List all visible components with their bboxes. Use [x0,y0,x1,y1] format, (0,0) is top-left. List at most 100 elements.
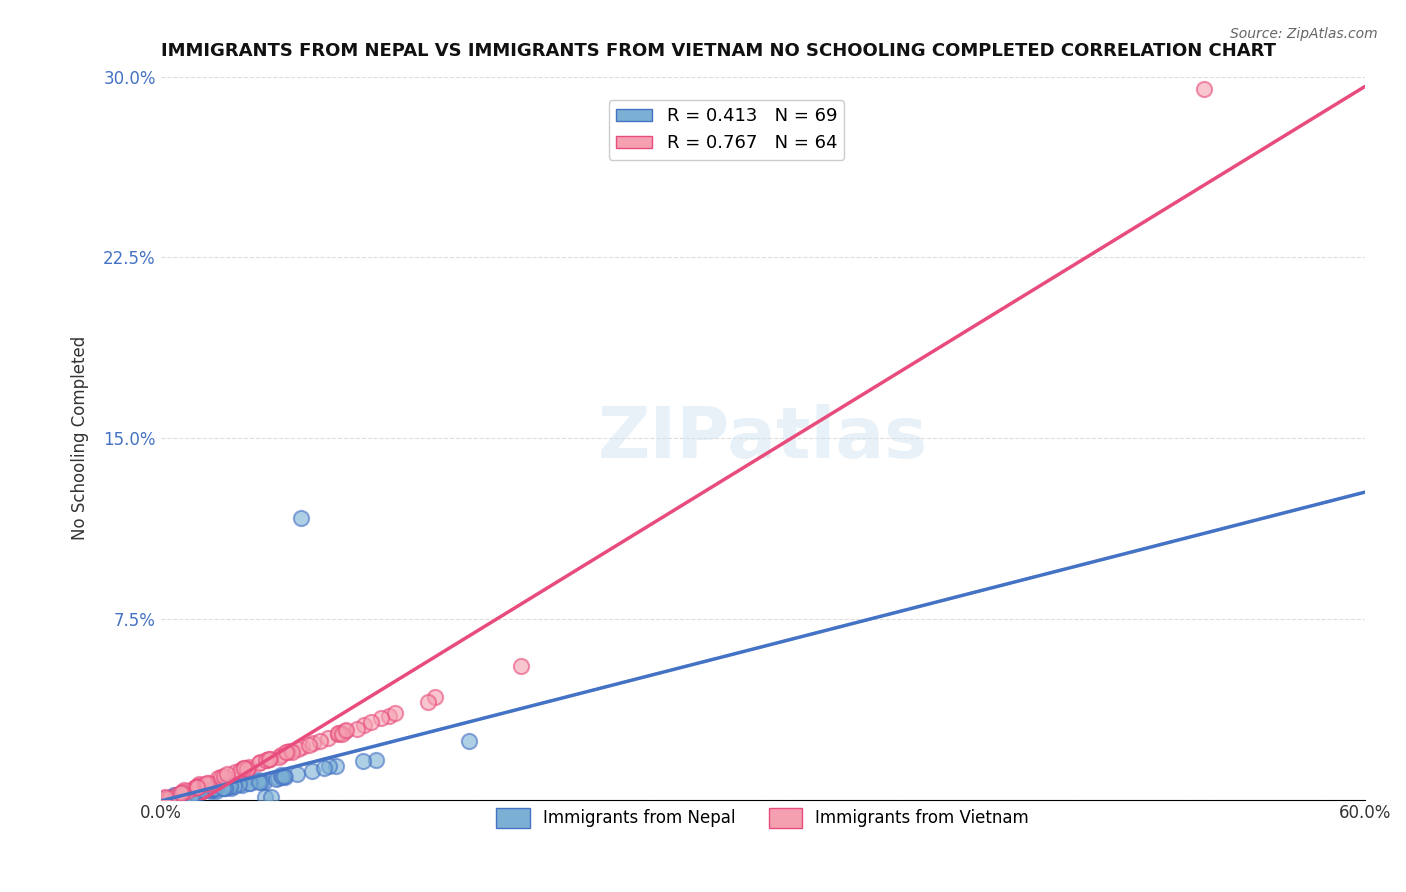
Immigrants from Vietnam [157,790,180,805]
Immigrants from Nepal [176,787,198,801]
Immigrants from Vietnam [184,780,207,794]
Immigrants from Vietnam [309,733,332,747]
Immigrants from Vietnam [232,761,254,775]
Immigrants from Nepal [184,786,207,800]
Immigrants from Vietnam [212,769,235,783]
Immigrants from Vietnam [328,726,350,740]
Immigrants from Vietnam [287,742,309,756]
Immigrants from Vietnam [259,752,281,766]
Immigrants from Vietnam [276,745,298,759]
Immigrants from Nepal [157,792,180,806]
Immigrants from Nepal [212,781,235,796]
Immigrants from Nepal [167,789,190,803]
Immigrants from Nepal [267,771,290,785]
Immigrants from Nepal [152,792,174,806]
Immigrants from Nepal [238,776,260,790]
Immigrants from Vietnam [233,761,256,775]
Immigrants from Vietnam [316,731,339,746]
Immigrants from Vietnam [224,765,246,780]
Immigrants from Nepal [270,768,292,782]
Immigrants from Nepal [200,784,222,798]
Immigrants from Vietnam [256,753,278,767]
Immigrants from Nepal [160,791,183,805]
Immigrants from Nepal [183,784,205,798]
Immigrants from Vietnam [291,740,314,755]
Immigrants from Vietnam [384,706,406,721]
Immigrants from Nepal [301,764,323,778]
Immigrants from Vietnam [170,784,193,798]
Legend: Immigrants from Nepal, Immigrants from Vietnam: Immigrants from Nepal, Immigrants from V… [489,801,1036,835]
Immigrants from Nepal [170,788,193,802]
Immigrants from Vietnam [247,756,270,770]
Immigrants from Nepal [200,781,222,796]
Immigrants from Nepal [224,779,246,793]
Immigrants from Nepal [260,790,283,805]
Immigrants from Nepal [183,786,205,800]
Immigrants from Vietnam [257,752,280,766]
Immigrants from Vietnam [1194,81,1216,95]
Immigrants from Nepal [273,770,295,784]
Immigrants from Vietnam [370,711,392,725]
Immigrants from Vietnam [509,659,531,673]
Immigrants from Nepal [152,792,174,806]
Immigrants from Nepal [250,775,273,789]
Immigrants from Vietnam [353,718,375,732]
Immigrants from Nepal [165,788,187,802]
Immigrants from Vietnam [360,715,382,730]
Immigrants from Nepal [264,772,287,787]
Immigrants from Vietnam [173,783,195,797]
Immigrants from Vietnam [228,764,250,778]
Immigrants from Vietnam [186,780,208,794]
Immigrants from Vietnam [425,690,447,705]
Immigrants from Nepal [160,790,183,805]
Immigrants from Vietnam [302,736,325,750]
Immigrants from Vietnam [378,709,401,723]
Immigrants from Vietnam [176,783,198,797]
Immigrants from Nepal [152,792,174,806]
Immigrants from Vietnam [236,762,259,776]
Immigrants from Nepal [198,783,221,797]
Immigrants from Nepal [180,786,202,800]
Immigrants from Vietnam [330,727,353,741]
Immigrants from Nepal [162,788,184,802]
Immigrants from Nepal [318,759,340,773]
Immigrants from Nepal [153,792,176,806]
Immigrants from Nepal [228,777,250,791]
Immigrants from Nepal [325,759,347,773]
Immigrants from Vietnam [274,745,297,759]
Immigrants from Nepal [174,789,197,804]
Immigrants from Nepal [165,790,187,805]
Immigrants from Vietnam [195,776,218,790]
Immigrants from Vietnam [416,695,439,709]
Immigrants from Vietnam [238,760,260,774]
Immigrants from Vietnam [194,777,217,791]
Immigrants from Vietnam [333,724,356,739]
Immigrants from Nepal [180,788,202,802]
Text: IMMIGRANTS FROM NEPAL VS IMMIGRANTS FROM VIETNAM NO SCHOOLING COMPLETED CORRELAT: IMMIGRANTS FROM NEPAL VS IMMIGRANTS FROM… [160,42,1275,60]
Immigrants from Nepal [352,754,374,768]
Immigrants from Vietnam [281,745,304,759]
Immigrants from Nepal [239,776,262,790]
Immigrants from Vietnam [170,786,193,800]
Immigrants from Nepal [205,782,228,797]
Immigrants from Nepal [273,769,295,783]
Immigrants from Vietnam [187,780,209,794]
Immigrants from Nepal [214,780,236,795]
Immigrants from Nepal [201,782,224,797]
Immigrants from Vietnam [209,770,232,784]
Immigrants from Nepal [162,790,184,805]
Immigrants from Nepal [156,790,179,805]
Immigrants from Nepal [173,788,195,802]
Immigrants from Nepal [246,773,269,788]
Immigrants from Nepal [174,788,197,802]
Immigrants from Nepal [218,779,240,793]
Immigrants from Vietnam [186,780,208,794]
Immigrants from Nepal [177,787,200,801]
Immigrants from Nepal [285,766,308,780]
Immigrants from Vietnam [197,776,219,790]
Immigrants from Vietnam [217,767,239,781]
Immigrants from Nepal [193,783,215,797]
Immigrants from Nepal [217,779,239,793]
Text: ZIPatlas: ZIPatlas [598,403,928,473]
Immigrants from Vietnam [329,726,352,740]
